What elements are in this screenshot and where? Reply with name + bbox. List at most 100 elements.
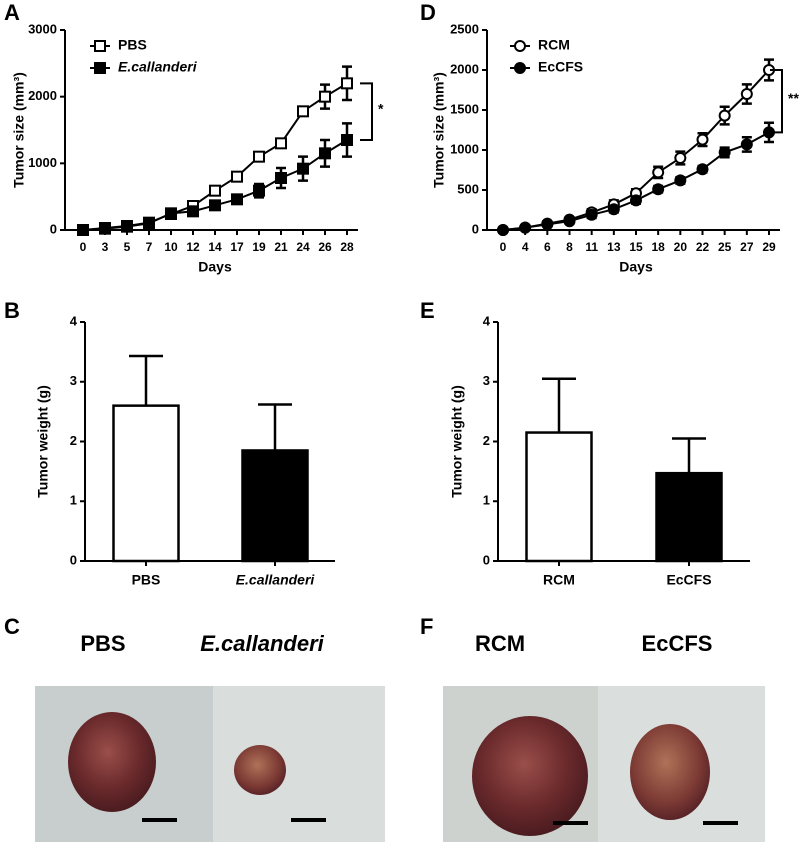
significance-bracket	[360, 82, 373, 141]
y-tick-label: 0	[70, 552, 77, 567]
y-tick-label: 2500	[450, 21, 479, 36]
tumor	[472, 716, 588, 836]
legend-marker	[514, 62, 526, 74]
marker	[607, 203, 620, 216]
legend-marker	[94, 40, 106, 52]
x-tick-label: PBS	[132, 572, 161, 588]
y-tick-label: 4	[483, 313, 491, 328]
x-tick-label: 15	[629, 240, 643, 254]
marker	[630, 194, 642, 207]
photo-label: PBS	[80, 631, 125, 656]
marker	[341, 77, 353, 90]
marker	[319, 147, 331, 160]
panel-letter: E	[420, 298, 435, 323]
marker	[674, 174, 687, 187]
y-tick-label: 2	[483, 433, 490, 448]
y-axis-title: Tumor weight (g)	[449, 385, 465, 498]
y-tick-label: 1000	[450, 141, 479, 156]
photo-c	[35, 686, 385, 842]
marker	[519, 221, 532, 234]
x-tick-label: EcCFS	[666, 572, 711, 588]
x-tick-label: 6	[544, 240, 551, 254]
y-tick-label: 3	[70, 373, 77, 388]
y-tick-label: 2000	[450, 61, 479, 76]
legend-marker	[514, 40, 526, 52]
marker	[497, 224, 509, 236]
legend-marker	[94, 62, 106, 74]
significance-label: *	[378, 100, 384, 116]
marker	[541, 218, 554, 231]
marker	[341, 134, 353, 146]
x-tick-label: 24	[296, 240, 310, 254]
marker	[253, 184, 265, 197]
marker	[253, 150, 265, 163]
panel-letter: D	[420, 0, 436, 25]
x-tick-label: 27	[740, 240, 754, 254]
marker	[275, 137, 287, 150]
x-tick-label: 5	[124, 240, 131, 254]
marker	[652, 166, 665, 179]
y-tick-label: 500	[457, 181, 479, 196]
tumor	[234, 745, 286, 795]
tumor	[630, 724, 710, 820]
marker	[674, 152, 687, 164]
x-tick-label: 3	[102, 240, 109, 254]
x-tick-label: 22	[696, 240, 710, 254]
marker	[652, 183, 665, 196]
marker	[740, 88, 753, 100]
x-tick-label: 19	[252, 240, 266, 254]
x-tick-label: 10	[164, 240, 178, 254]
x-tick-label: 0	[80, 240, 87, 254]
marker	[187, 205, 199, 218]
y-tick-label: 1000	[28, 155, 57, 170]
y-tick-label: 2	[70, 433, 77, 448]
x-tick-label: 29	[762, 240, 776, 254]
panel-letter: F	[420, 614, 433, 639]
y-axis-title: Tumor size (mm³)	[431, 72, 447, 188]
marker	[319, 90, 331, 103]
x-tick-label: 20	[674, 240, 688, 254]
x-tick-label: RCM	[543, 572, 575, 588]
y-axis-title: Tumor weight (g)	[35, 385, 51, 498]
y-tick-label: 3000	[28, 21, 57, 36]
x-tick-label: 0	[500, 240, 507, 254]
marker	[231, 193, 243, 206]
y-tick-label: 1	[483, 493, 490, 508]
marker	[563, 215, 576, 228]
marker	[740, 138, 753, 151]
bar	[112, 404, 180, 563]
panel-letter: B	[4, 298, 20, 323]
marker	[231, 170, 243, 183]
marker	[585, 208, 598, 221]
x-tick-label: 12	[186, 240, 200, 254]
panel-letter: A	[4, 0, 20, 25]
bar	[241, 449, 309, 563]
y-tick-label: 1500	[450, 101, 479, 116]
x-tick-label: 28	[340, 240, 354, 254]
photo-label: E.callanderi	[200, 631, 324, 656]
marker	[209, 184, 221, 197]
legend-label: EcCFS	[538, 59, 583, 75]
y-tick-label: 4	[70, 313, 78, 328]
y-tick-label: 0	[472, 221, 479, 236]
marker	[718, 109, 731, 122]
tumor	[68, 712, 156, 812]
legend-label: RCM	[538, 37, 570, 53]
y-tick-label: 0	[50, 221, 57, 236]
y-tick-label: 3	[483, 373, 490, 388]
x-tick-label: 8	[566, 240, 573, 254]
x-tick-label: 4	[522, 240, 529, 254]
marker	[165, 207, 177, 220]
significance-bracket	[770, 69, 783, 134]
x-tick-label: 11	[585, 240, 598, 254]
marker	[718, 146, 731, 159]
marker	[297, 105, 309, 118]
marker	[143, 217, 155, 230]
significance-label: **	[788, 90, 799, 106]
x-tick-label: 17	[230, 240, 244, 254]
x-tick-label: 21	[274, 240, 288, 254]
bar	[525, 431, 593, 563]
panel-letter: C	[4, 614, 20, 639]
y-tick-label: 1	[70, 493, 77, 508]
